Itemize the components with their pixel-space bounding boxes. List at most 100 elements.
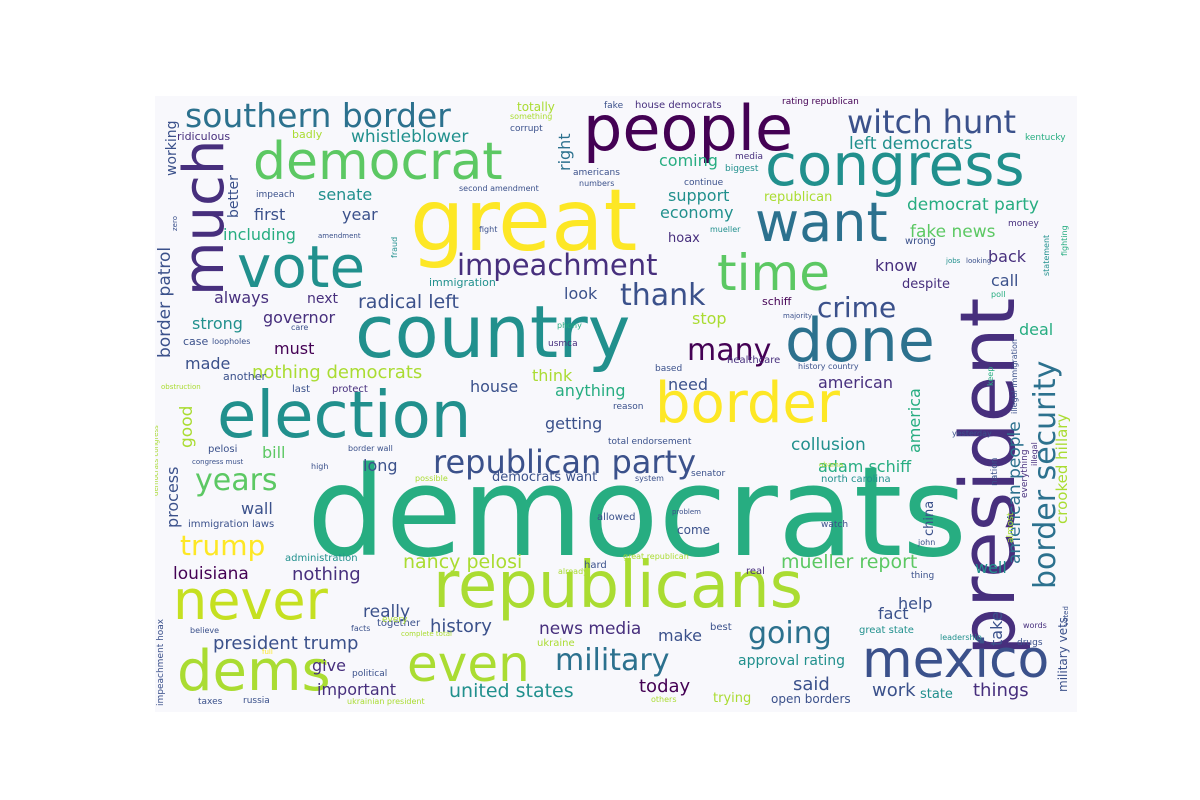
word: important — [317, 680, 397, 699]
word: years — [195, 463, 278, 498]
word: republican — [764, 190, 833, 205]
word: nancy pelosi — [403, 551, 523, 573]
word: fake news — [910, 222, 996, 242]
word: immigration laws — [188, 519, 275, 530]
word: voted — [1062, 606, 1070, 626]
word: despite — [902, 277, 950, 292]
word: reason — [613, 402, 644, 412]
word: democrats want — [492, 470, 598, 485]
word: phony — [557, 321, 582, 330]
word: nation — [990, 457, 1000, 486]
word: people — [583, 96, 794, 165]
word: last — [292, 384, 311, 395]
word: possible — [415, 474, 448, 483]
word: radical left — [358, 291, 459, 313]
word: illegal immigration — [1010, 339, 1019, 414]
word: many — [687, 333, 772, 368]
word: mueller report — [781, 551, 918, 573]
word: immigration — [429, 276, 496, 289]
word: badly — [292, 128, 323, 141]
word: strong — [192, 314, 243, 333]
word: yesterday — [952, 429, 992, 438]
word: president trump — [213, 633, 359, 654]
word: democrats — [307, 441, 968, 585]
word: obstruction — [161, 383, 201, 391]
word: never — [173, 569, 328, 632]
word: democrat party — [907, 195, 1039, 215]
word: schiff — [762, 295, 792, 308]
word: real — [746, 566, 765, 577]
word: drugs — [1017, 638, 1043, 648]
word: done — [785, 306, 935, 376]
word: fake — [604, 101, 624, 111]
word: call — [991, 271, 1019, 290]
word: poll — [991, 290, 1006, 299]
word: news media — [539, 619, 642, 639]
word: united states — [449, 680, 574, 702]
word: going — [748, 616, 832, 651]
word: every — [382, 615, 408, 625]
word: usmca — [548, 339, 578, 349]
word: rating republican — [782, 97, 859, 107]
word: looking — [966, 257, 992, 265]
word: russia — [243, 696, 270, 706]
word: hard — [584, 560, 607, 571]
word: second amendment — [459, 184, 539, 193]
word: ukraine — [537, 638, 575, 649]
word: loopholes — [212, 337, 251, 346]
word: louisiana — [173, 564, 249, 584]
word: based — [655, 364, 683, 374]
word: republicans — [433, 549, 803, 623]
word: great — [410, 171, 638, 271]
word: dems — [177, 639, 331, 704]
word: mueller — [710, 225, 741, 234]
word: republican party — [433, 443, 697, 481]
word: trying — [713, 691, 752, 706]
word: really — [363, 602, 410, 622]
word: protect — [332, 384, 368, 395]
word: military vets — [1056, 616, 1070, 692]
word: back — [988, 247, 1027, 266]
word: zero — [171, 216, 179, 231]
word: north carolina — [821, 474, 891, 485]
word: congress must — [192, 458, 244, 466]
word: whistleblower — [351, 127, 469, 147]
word: keep — [986, 366, 995, 386]
word: together — [377, 618, 421, 629]
word: vote — [237, 233, 366, 301]
word: made — [185, 354, 231, 373]
word: good — [177, 405, 197, 448]
word: working — [164, 120, 180, 176]
word: impeach — [256, 190, 295, 200]
word: approval rating — [738, 653, 846, 669]
word: stop — [692, 309, 727, 328]
word: come — [677, 523, 711, 537]
word: already — [558, 567, 588, 576]
word: better — [226, 175, 242, 218]
word: high — [311, 462, 329, 471]
word: words — [1023, 621, 1047, 630]
word: hoax — [668, 231, 700, 246]
word: leadership — [940, 633, 982, 642]
word: pelosi — [208, 444, 238, 455]
word: senate — [318, 185, 373, 204]
word: problem — [672, 508, 701, 516]
word: watch — [821, 520, 849, 530]
word: administration — [285, 553, 358, 564]
word: ridiculous — [177, 130, 231, 143]
word: election — [217, 379, 472, 453]
word: believe — [190, 626, 220, 635]
word: democrats congress — [155, 425, 160, 496]
word: obama — [819, 461, 844, 469]
word: wrong — [905, 236, 936, 247]
word: wall — [241, 499, 273, 518]
word: american — [818, 373, 893, 392]
word: everything — [1020, 449, 1030, 498]
word: nothing democrats — [252, 362, 423, 383]
word: things — [973, 680, 1029, 701]
word: house democrats — [635, 100, 722, 111]
word: collusion — [791, 435, 866, 455]
word: china — [922, 500, 937, 536]
word: biggest — [725, 164, 759, 174]
word: statement — [1042, 234, 1051, 276]
